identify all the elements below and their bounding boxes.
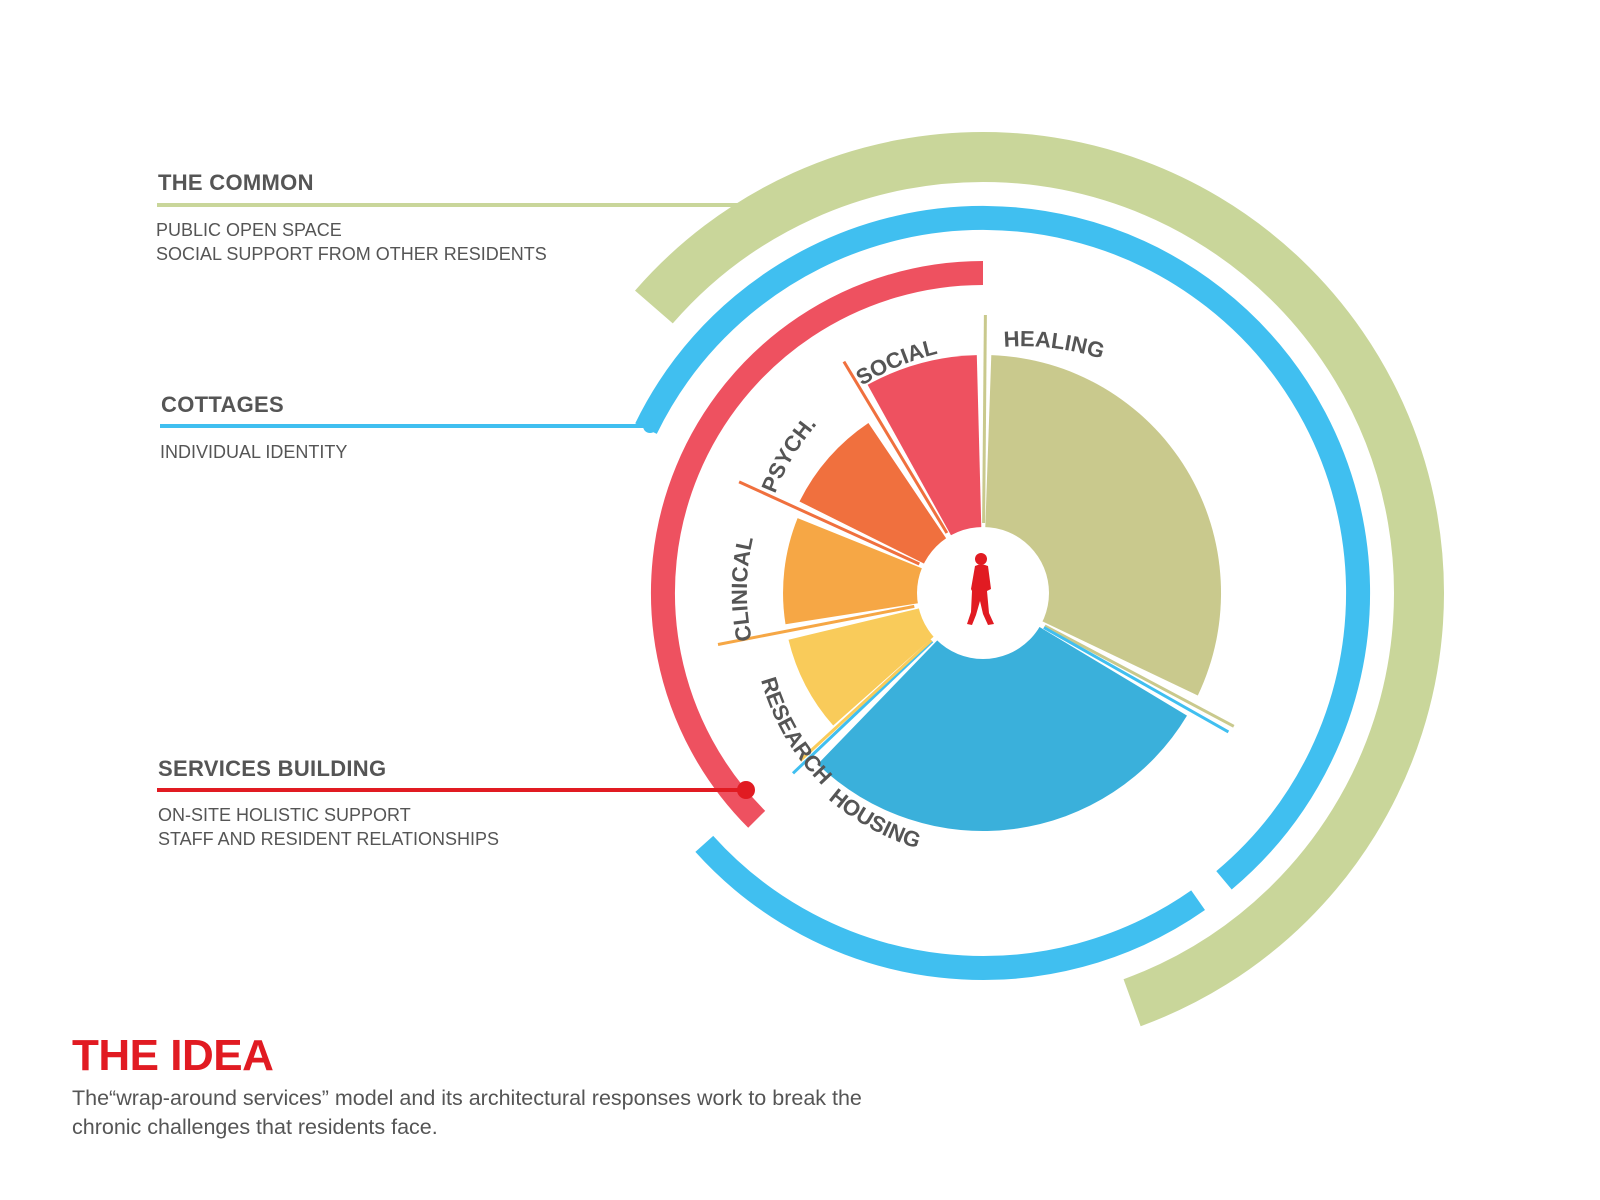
clinical-separator-line <box>717 604 915 646</box>
common-arc <box>635 132 1444 1027</box>
healing-separator-line-lower <box>1044 624 1235 728</box>
cottages-connector-dot <box>643 419 657 433</box>
idea-description: The“wrap-around services” model and its … <box>72 1086 862 1139</box>
services-line-1: ON-SITE HOLISTIC SUPPORT <box>158 805 411 825</box>
common-connector-dot <box>801 198 815 212</box>
clinical-label: CLINICAL <box>727 534 758 644</box>
healing-separator-line <box>982 314 987 524</box>
social-separator-line <box>842 360 949 534</box>
idea-title: THE IDEA <box>72 1031 274 1080</box>
services-connector-dot <box>737 781 755 799</box>
cottages-line-1: INDIVIDUAL IDENTITY <box>160 442 348 462</box>
services-arc <box>650 261 984 828</box>
cottages-arc-lower <box>695 835 1205 980</box>
common-line-2: SOCIAL SUPPORT FROM OTHER RESIDENTS <box>156 244 547 264</box>
common-line-1: PUBLIC OPEN SPACE <box>156 220 342 240</box>
services-line-2: STAFF AND RESIDENT RELATIONSHIPS <box>158 829 500 849</box>
common-title: THE COMMON <box>158 170 314 195</box>
services-title: SERVICES BUILDING <box>158 756 387 781</box>
person-walking-icon <box>967 553 994 625</box>
research-separator-line <box>799 639 933 762</box>
cottages-arc-upper <box>635 205 1371 890</box>
psych-separator-line <box>738 480 920 566</box>
housing-segment <box>817 593 1187 831</box>
housing-separator-line <box>1043 626 1230 734</box>
housing-separator-line-upper <box>791 640 934 775</box>
cottages-title: COTTAGES <box>161 392 284 417</box>
social-segment <box>867 355 983 593</box>
